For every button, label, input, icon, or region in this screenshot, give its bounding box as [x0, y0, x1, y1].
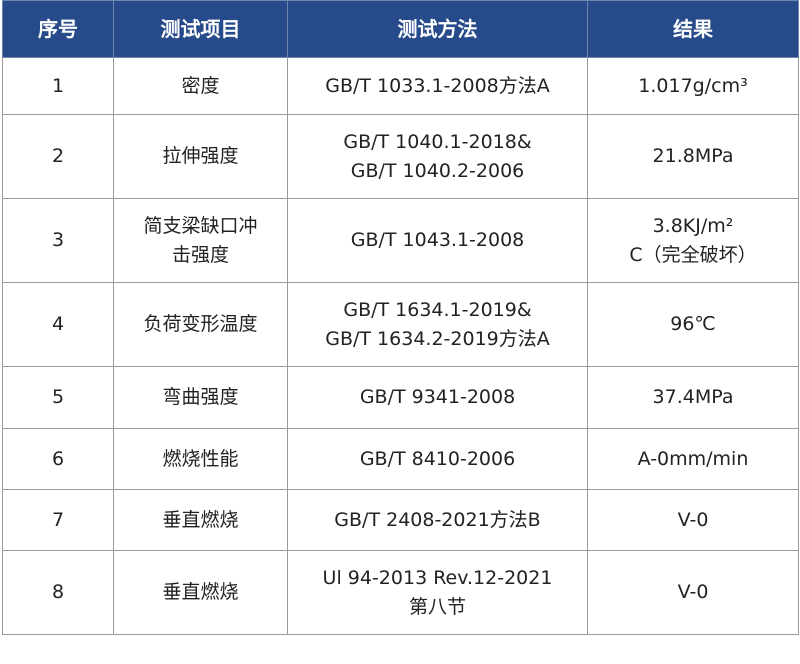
cell-item: 垂直燃烧: [113, 550, 288, 635]
table-row: 8 垂直燃烧 Ul 94-2013 Rev.12-2021 第八节 V-0: [2, 550, 799, 635]
cell-result-line: V-0: [677, 581, 709, 603]
cell-item: 负荷变形温度: [113, 282, 288, 367]
cell-item-line: 拉伸强度: [162, 145, 239, 167]
cell-method-line: GB/T 1040.1-2018&: [343, 130, 532, 153]
cell-result-line: 1.017g/cm³: [638, 74, 748, 97]
cell-method: Ul 94-2013 Rev.12-2021 第八节: [287, 550, 588, 635]
cell-result: 96℃: [587, 282, 799, 367]
cell-item: 燃烧性能: [113, 428, 288, 490]
table-row: 7 垂直燃烧 GB/T 2408-2021方法B V-0: [2, 489, 799, 551]
cell-method-line: 第八节: [408, 595, 466, 618]
cell-result-line: C（完全破坏）: [629, 243, 757, 266]
cell-item-line: 垂直燃烧: [162, 581, 239, 603]
cell-method-line: GB/T 1033.1-2008方法A: [325, 74, 550, 97]
cell-no: 2: [2, 114, 114, 199]
cell-method: GB/T 9341-2008: [287, 366, 588, 429]
cell-item: 拉伸强度: [113, 114, 288, 199]
cell-result-line: 37.4MPa: [652, 386, 734, 408]
cell-no: 8: [2, 550, 114, 635]
cell-result-line: V-0: [677, 508, 709, 531]
cell-no: 5: [2, 366, 114, 429]
cell-no: 4: [2, 282, 114, 367]
cell-result: 1.017g/cm³: [587, 57, 799, 115]
cell-no: 1: [2, 57, 114, 115]
cell-item: 垂直燃烧: [113, 489, 288, 551]
cell-method: GB/T 1033.1-2008方法A: [287, 57, 588, 115]
cell-item-line: 弯曲强度: [162, 386, 239, 408]
cell-item-line: 密度: [181, 74, 220, 97]
cell-item-line: 负荷变形温度: [143, 313, 258, 335]
cell-item-line: 简支梁缺口冲: [143, 214, 258, 237]
cell-result-line: 21.8MPa: [652, 145, 734, 167]
table-row: 6 燃烧性能 GB/T 8410-2006 A-0mm/min: [2, 428, 799, 490]
table-row: 1 密度 GB/T 1033.1-2008方法A 1.017g/cm³: [2, 57, 799, 115]
cell-method-line: GB/T 8410-2006: [359, 447, 516, 470]
cell-result: V-0: [587, 489, 799, 551]
cell-method: GB/T 1043.1-2008: [287, 198, 588, 283]
header-result: 结果: [587, 0, 799, 58]
cell-no: 6: [2, 428, 114, 490]
cell-method-line: GB/T 1040.2-2006: [350, 159, 525, 182]
cell-item: 弯曲强度: [113, 366, 288, 429]
test-results-table: 序号 测试项目 测试方法 结果 1 密度 GB/T 1033.1-2008方法A 1.…: [2, 0, 799, 635]
cell-result: 21.8MPa: [587, 114, 799, 199]
cell-method-line: GB/T 9341-2008: [359, 386, 516, 408]
cell-item: 密度: [113, 57, 288, 115]
cell-no: 7: [2, 489, 114, 551]
cell-method-line: GB/T 1043.1-2008: [350, 229, 525, 251]
table-row: 4 负荷变形温度 GB/T 1634.1-2019& GB/T 1634.2-2019…: [2, 282, 799, 367]
cell-method-line: Ul 94-2013 Rev.12-2021: [322, 566, 553, 589]
cell-method-line: GB/T 1634.2-2019方法A: [325, 327, 550, 350]
table-row: 2 拉伸强度 GB/T 1040.1-2018& GB/T 1040.2-2006 21…: [2, 114, 799, 199]
cell-method: GB/T 2408-2021方法B: [287, 489, 588, 551]
cell-method: GB/T 8410-2006: [287, 428, 588, 490]
header-row: 序号 测试项目 测试方法 结果: [2, 0, 799, 58]
cell-result-line: A-0mm/min: [637, 447, 749, 470]
cell-item-line: 击强度: [171, 243, 229, 266]
table-row: 3 简支梁缺口冲 击强度 GB/T 1043.1-2008 3.8KJ/m² C（完全破坏…: [2, 198, 799, 283]
cell-item-line: 垂直燃烧: [162, 508, 239, 531]
cell-result-line: 3.8KJ/m²: [652, 214, 734, 237]
cell-result: 37.4MPa: [587, 366, 799, 429]
cell-method: GB/T 1040.1-2018& GB/T 1040.2-2006: [287, 114, 588, 199]
table-row: 5 弯曲强度 GB/T 9341-2008 37.4MPa: [2, 366, 799, 429]
cell-result: V-0: [587, 550, 799, 635]
cell-result: 3.8KJ/m² C（完全破坏）: [587, 198, 799, 283]
cell-result-line: 96℃: [670, 313, 716, 335]
header-item: 测试项目: [113, 0, 288, 58]
cell-no: 3: [2, 198, 114, 283]
cell-item: 简支梁缺口冲 击强度: [113, 198, 288, 283]
cell-method-line: GB/T 2408-2021方法B: [334, 508, 541, 531]
cell-method-line: GB/T 1634.1-2019&: [343, 298, 532, 321]
header-method: 测试方法: [287, 0, 588, 58]
cell-method: GB/T 1634.1-2019& GB/T 1634.2-2019方法A: [287, 282, 588, 367]
cell-item-line: 燃烧性能: [162, 447, 239, 470]
cell-result: A-0mm/min: [587, 428, 799, 490]
header-no: 序号: [2, 0, 114, 58]
